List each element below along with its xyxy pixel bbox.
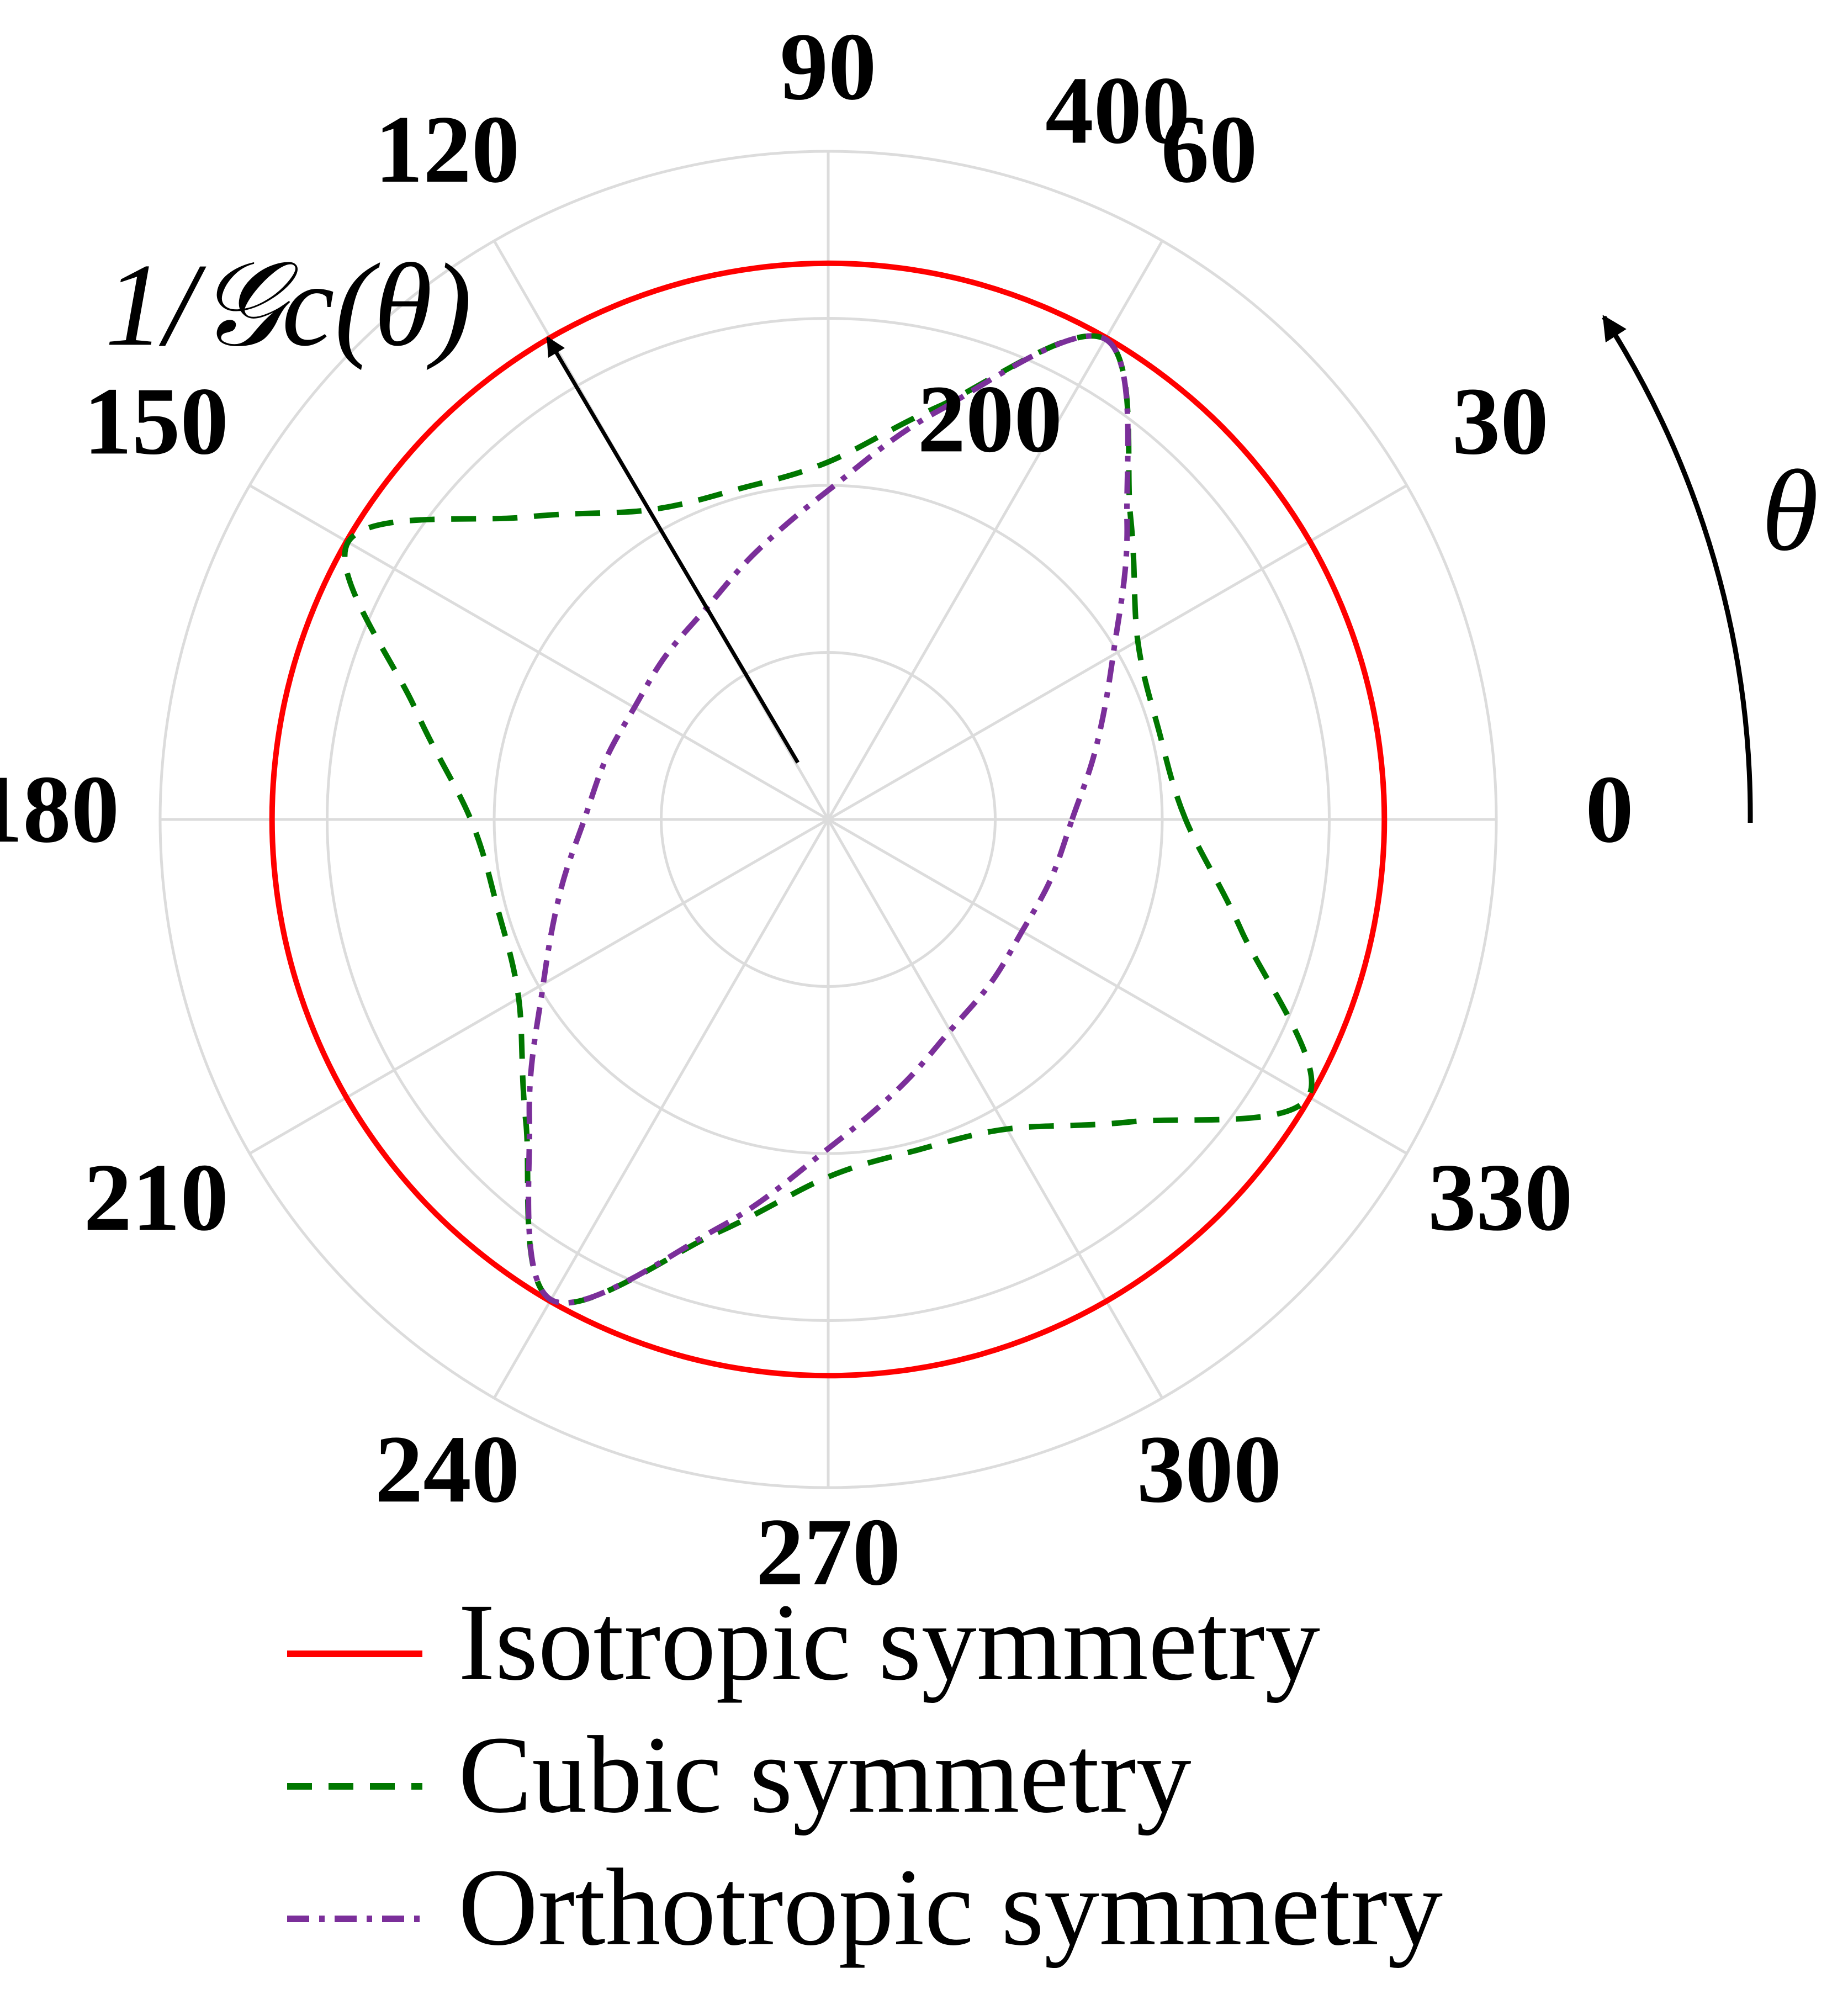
- legend-label: Cubic symmetry: [458, 1714, 1192, 1836]
- theta-tick-label: 210: [83, 1144, 229, 1251]
- grid-spoke: [248, 484, 829, 821]
- theta-tick-label: 30: [1452, 367, 1549, 474]
- series-curve: [526, 333, 1131, 1306]
- angle-label: θ: [1761, 447, 1818, 575]
- theta-tick-label: 300: [1137, 1415, 1282, 1522]
- theta-tick-label: 150: [83, 367, 229, 474]
- radius-annotation: 1/𝒢c(θ): [105, 239, 472, 371]
- grid-spoke: [493, 818, 830, 1399]
- r-tick-label: 400: [1045, 56, 1190, 163]
- theta-tick-label: 0: [1585, 755, 1634, 863]
- curves: [269, 260, 1388, 1379]
- theta-tick-label: 330: [1428, 1144, 1573, 1251]
- grid-spoke: [248, 818, 829, 1155]
- theta-tick-label: 180: [0, 755, 119, 863]
- r-tick-label: 200: [918, 365, 1063, 472]
- theta-tick-label: 60: [1161, 96, 1258, 203]
- grid-spoke: [827, 240, 1164, 821]
- legend-label: Orthotropic symmetry: [458, 1847, 1443, 1969]
- series-curve: [342, 333, 1315, 1306]
- theta-tick-label: 270: [756, 1498, 901, 1605]
- angle-arrow: [1602, 315, 1753, 823]
- grid-spoke: [827, 484, 1408, 821]
- theta-tick-label: 120: [375, 96, 520, 203]
- theta-tick-label: 240: [375, 1415, 520, 1522]
- theta-tick-label: 90: [780, 13, 877, 120]
- legend-label: Isotropic symmetry: [458, 1581, 1320, 1704]
- radius-arrow: [546, 336, 800, 764]
- grid-spoke: [827, 818, 1408, 1155]
